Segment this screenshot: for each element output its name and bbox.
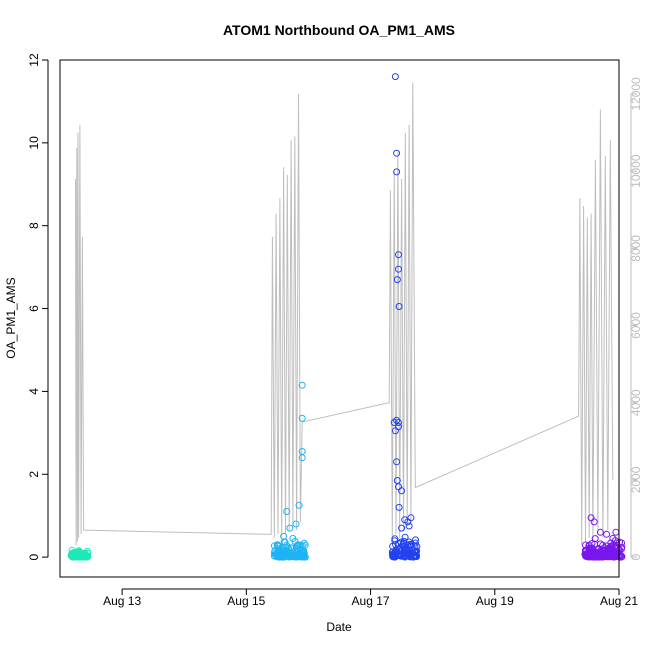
data-point [402, 544, 410, 552]
data-point [391, 73, 399, 81]
data-point [393, 276, 401, 284]
data-point [601, 553, 609, 560]
y-tick-label: 6 [27, 305, 41, 312]
y-tick-label: 10 [27, 136, 41, 150]
data-point [280, 532, 288, 540]
y2-tick-label: 4000 [629, 389, 643, 416]
data-point [583, 553, 591, 561]
x-tick-label: Aug 21 [600, 594, 638, 608]
data-point [395, 265, 402, 273]
y2-tick-label: 8000 [629, 235, 643, 262]
data-point [610, 547, 618, 554]
data-point [591, 535, 599, 543]
data-point [395, 540, 403, 547]
data-point [298, 448, 306, 455]
data-point [281, 546, 289, 554]
data-point [607, 539, 615, 547]
data-point [389, 542, 397, 550]
data-point [283, 541, 291, 549]
y-tick-label: 0 [27, 553, 41, 560]
data-point [292, 520, 300, 528]
y-tick-label: 8 [27, 222, 41, 229]
data-point [273, 541, 281, 549]
data-point [590, 518, 598, 526]
data-point [603, 530, 611, 538]
scatter-points [67, 73, 626, 561]
data-point [609, 535, 617, 542]
data-point [395, 303, 403, 310]
data-point [283, 508, 291, 515]
data-point [299, 553, 307, 561]
data-point [407, 541, 415, 549]
x-tick-label: Aug 15 [227, 594, 265, 608]
data-point [407, 514, 415, 522]
data-point [295, 501, 303, 509]
data-point [405, 522, 413, 530]
data-point [286, 524, 294, 532]
data-point [393, 458, 401, 466]
data-point [582, 541, 589, 549]
data-point [599, 546, 607, 554]
data-point [298, 381, 306, 389]
data-point [398, 524, 406, 532]
y2-tick-label: 10000 [629, 154, 643, 188]
data-point [297, 541, 304, 549]
y2-axis: 0 2000 4000 6000 8000 10000 12000 [629, 77, 643, 561]
y2-tick-label: 12000 [629, 77, 643, 111]
data-point [585, 545, 593, 553]
data-point [589, 551, 597, 559]
data-point [599, 551, 607, 559]
data-point [270, 542, 278, 550]
data-point [394, 550, 402, 558]
data-point [395, 503, 403, 511]
data-point [393, 168, 401, 176]
chart-title: ATOM1 Northbound OA_PM1_AMS [223, 22, 455, 38]
y2-tick-label: 0 [629, 553, 643, 560]
data-point [298, 414, 306, 422]
x-axis-label: Date [326, 620, 352, 634]
x-tick-label: Aug 17 [352, 594, 390, 608]
data-point [582, 551, 590, 559]
data-point [289, 535, 297, 542]
y2-tick-label: 6000 [629, 312, 643, 339]
data-point [294, 541, 302, 549]
data-point [273, 550, 281, 557]
data-point [612, 528, 620, 536]
data-point [398, 487, 406, 495]
y-axis-label: OA_PM1_AMS [4, 277, 18, 358]
data-point [391, 535, 399, 543]
data-point [393, 416, 401, 424]
data-point [295, 553, 303, 561]
data-point [412, 536, 419, 544]
data-point [391, 552, 399, 560]
data-point [596, 528, 604, 536]
plot-box [59, 59, 620, 578]
x-axis: Aug 13 Aug 15 Aug 17 Aug 19 Aug 21 [103, 588, 638, 608]
x-tick-label: Aug 13 [103, 594, 141, 608]
data-point [607, 543, 615, 551]
y-tick-label: 12 [27, 53, 41, 67]
secondary-series-line [75, 82, 614, 546]
y-axis: 0 2 4 6 8 10 12 [27, 53, 49, 560]
data-point [84, 549, 92, 557]
data-point [393, 149, 401, 157]
y-tick-label: 4 [27, 388, 41, 395]
data-point [81, 549, 89, 557]
secondary-line [75, 82, 614, 546]
x-tick-label: Aug 19 [476, 594, 514, 608]
y2-tick-label: 2000 [629, 466, 643, 493]
data-point [592, 551, 600, 559]
data-point [74, 552, 82, 560]
data-point [597, 540, 604, 548]
data-point [395, 251, 402, 259]
data-point [395, 419, 402, 426]
data-point [411, 552, 419, 560]
data-point [585, 542, 593, 549]
y-tick-label: 2 [27, 471, 41, 478]
data-point [391, 427, 399, 435]
